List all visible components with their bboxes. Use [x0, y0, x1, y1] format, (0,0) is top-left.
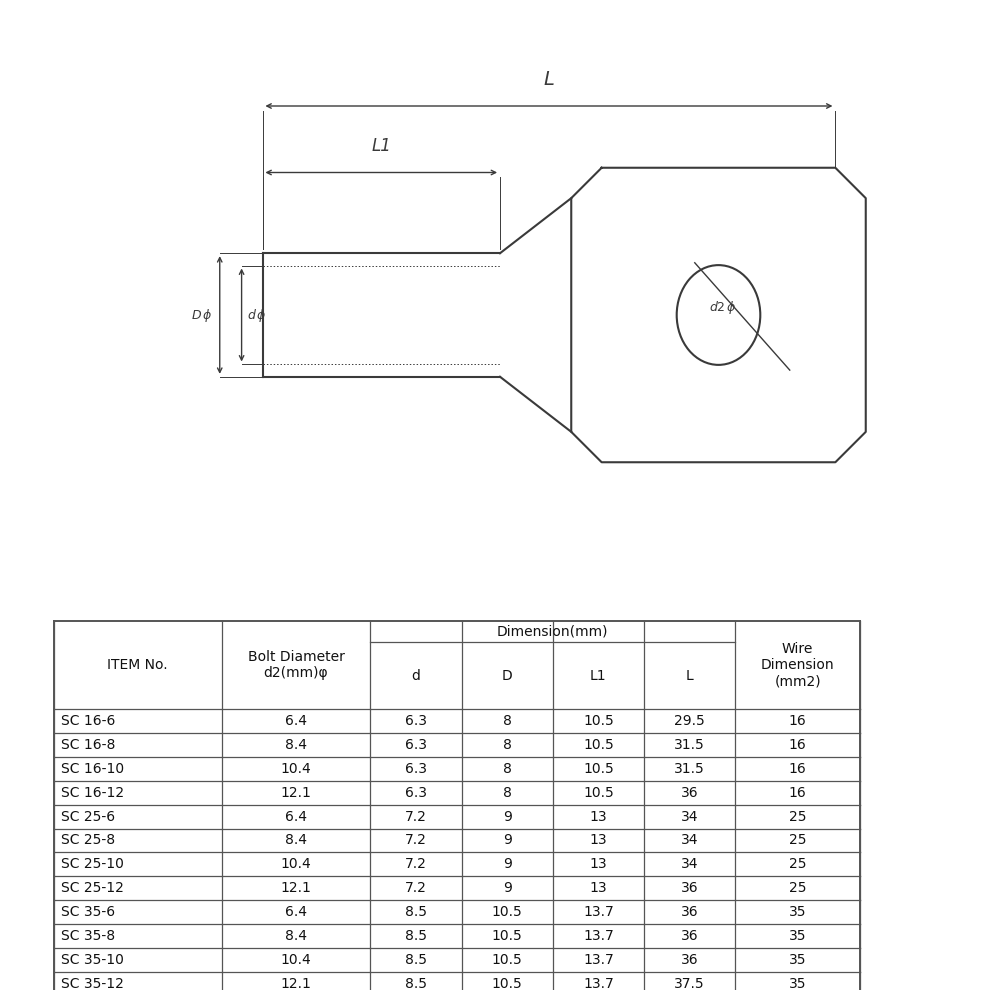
- Text: 12.1: 12.1: [281, 786, 311, 800]
- Text: 7.2: 7.2: [405, 857, 427, 871]
- Text: 16: 16: [789, 714, 806, 728]
- Text: L1: L1: [371, 137, 391, 155]
- Text: 25: 25: [789, 810, 806, 824]
- Text: SC 25-6: SC 25-6: [61, 810, 115, 824]
- Text: 6.3: 6.3: [405, 738, 427, 752]
- Text: 8: 8: [503, 786, 512, 800]
- Text: SC 25-12: SC 25-12: [61, 881, 124, 895]
- Text: SC 16-12: SC 16-12: [61, 786, 124, 800]
- Text: 8.4: 8.4: [285, 833, 307, 847]
- Text: 12.1: 12.1: [281, 881, 311, 895]
- Text: 35: 35: [789, 929, 806, 943]
- Text: Bolt Diameter
d2(mm)φ: Bolt Diameter d2(mm)φ: [248, 650, 344, 680]
- Text: 13: 13: [590, 857, 607, 871]
- Text: 10.5: 10.5: [492, 977, 523, 991]
- Text: SC 35-8: SC 35-8: [61, 929, 115, 943]
- Text: 16: 16: [789, 762, 806, 776]
- Text: 9: 9: [503, 857, 512, 871]
- Text: 7.2: 7.2: [405, 881, 427, 895]
- Text: Wire
Dimension
(mm2): Wire Dimension (mm2): [761, 642, 834, 688]
- Text: SC 35-12: SC 35-12: [61, 977, 124, 991]
- Text: 8: 8: [503, 714, 512, 728]
- Text: SC 25-8: SC 25-8: [61, 833, 115, 847]
- Text: 10.4: 10.4: [281, 857, 311, 871]
- Text: 6.4: 6.4: [285, 810, 307, 824]
- Text: 9: 9: [503, 833, 512, 847]
- Text: d: d: [412, 669, 420, 683]
- Text: 36: 36: [681, 786, 698, 800]
- Text: 13.7: 13.7: [583, 977, 614, 991]
- Text: 12.1: 12.1: [281, 977, 311, 991]
- Text: SC 16-8: SC 16-8: [61, 738, 116, 752]
- Text: 35: 35: [789, 977, 806, 991]
- Text: 6.4: 6.4: [285, 905, 307, 919]
- Text: 10.5: 10.5: [492, 905, 523, 919]
- Text: 7.2: 7.2: [405, 810, 427, 824]
- Text: 36: 36: [681, 881, 698, 895]
- Text: SC 35-10: SC 35-10: [61, 953, 124, 967]
- Text: L: L: [543, 70, 554, 89]
- Text: 8: 8: [503, 738, 512, 752]
- Text: 8.5: 8.5: [405, 977, 427, 991]
- Text: 10.4: 10.4: [281, 762, 311, 776]
- Text: 13.7: 13.7: [583, 953, 614, 967]
- Text: 6.3: 6.3: [405, 762, 427, 776]
- Text: 34: 34: [681, 857, 698, 871]
- Text: 13.7: 13.7: [583, 929, 614, 943]
- Text: $d\,\phi$: $d\,\phi$: [247, 306, 267, 324]
- Text: 29.5: 29.5: [674, 714, 705, 728]
- Text: D: D: [502, 669, 513, 683]
- Text: 25: 25: [789, 857, 806, 871]
- Text: $d2\,\phi$: $d2\,\phi$: [709, 299, 737, 316]
- Text: 8.5: 8.5: [405, 953, 427, 967]
- Text: SC 35-6: SC 35-6: [61, 905, 115, 919]
- Text: 31.5: 31.5: [674, 762, 705, 776]
- Text: 13: 13: [590, 881, 607, 895]
- Text: 31.5: 31.5: [674, 738, 705, 752]
- Text: 13: 13: [590, 833, 607, 847]
- Text: 10.5: 10.5: [583, 786, 614, 800]
- Text: 37.5: 37.5: [674, 977, 705, 991]
- Text: 13.7: 13.7: [583, 905, 614, 919]
- Text: 35: 35: [789, 905, 806, 919]
- Text: 8.5: 8.5: [405, 905, 427, 919]
- Text: 8.4: 8.4: [285, 738, 307, 752]
- Text: 8.4: 8.4: [285, 929, 307, 943]
- Text: L1: L1: [590, 669, 607, 683]
- Text: 34: 34: [681, 810, 698, 824]
- Text: 8: 8: [503, 762, 512, 776]
- Text: 6.4: 6.4: [285, 714, 307, 728]
- Text: 10.5: 10.5: [492, 953, 523, 967]
- Text: 7.2: 7.2: [405, 833, 427, 847]
- Text: 10.5: 10.5: [583, 738, 614, 752]
- Text: 13: 13: [590, 810, 607, 824]
- Text: 34: 34: [681, 833, 698, 847]
- Text: L: L: [686, 669, 693, 683]
- Text: $D\,\phi$: $D\,\phi$: [191, 306, 212, 324]
- Text: 10.5: 10.5: [583, 714, 614, 728]
- Text: 6.3: 6.3: [405, 714, 427, 728]
- Text: 36: 36: [681, 905, 698, 919]
- Text: Dimension(mm): Dimension(mm): [497, 625, 609, 639]
- Text: 36: 36: [681, 929, 698, 943]
- Text: ITEM No.: ITEM No.: [107, 658, 168, 672]
- Text: 6.3: 6.3: [405, 786, 427, 800]
- Text: 16: 16: [789, 786, 806, 800]
- Text: 8.5: 8.5: [405, 929, 427, 943]
- Text: 25: 25: [789, 881, 806, 895]
- Text: 16: 16: [789, 738, 806, 752]
- Text: 35: 35: [789, 953, 806, 967]
- Text: 36: 36: [681, 953, 698, 967]
- Text: SC 25-10: SC 25-10: [61, 857, 124, 871]
- Text: SC 16-10: SC 16-10: [61, 762, 124, 776]
- Text: 9: 9: [503, 810, 512, 824]
- Text: 10.4: 10.4: [281, 953, 311, 967]
- Text: 10.5: 10.5: [492, 929, 523, 943]
- Text: 10.5: 10.5: [583, 762, 614, 776]
- Text: SC 16-6: SC 16-6: [61, 714, 116, 728]
- Text: 9: 9: [503, 881, 512, 895]
- Text: 25: 25: [789, 833, 806, 847]
